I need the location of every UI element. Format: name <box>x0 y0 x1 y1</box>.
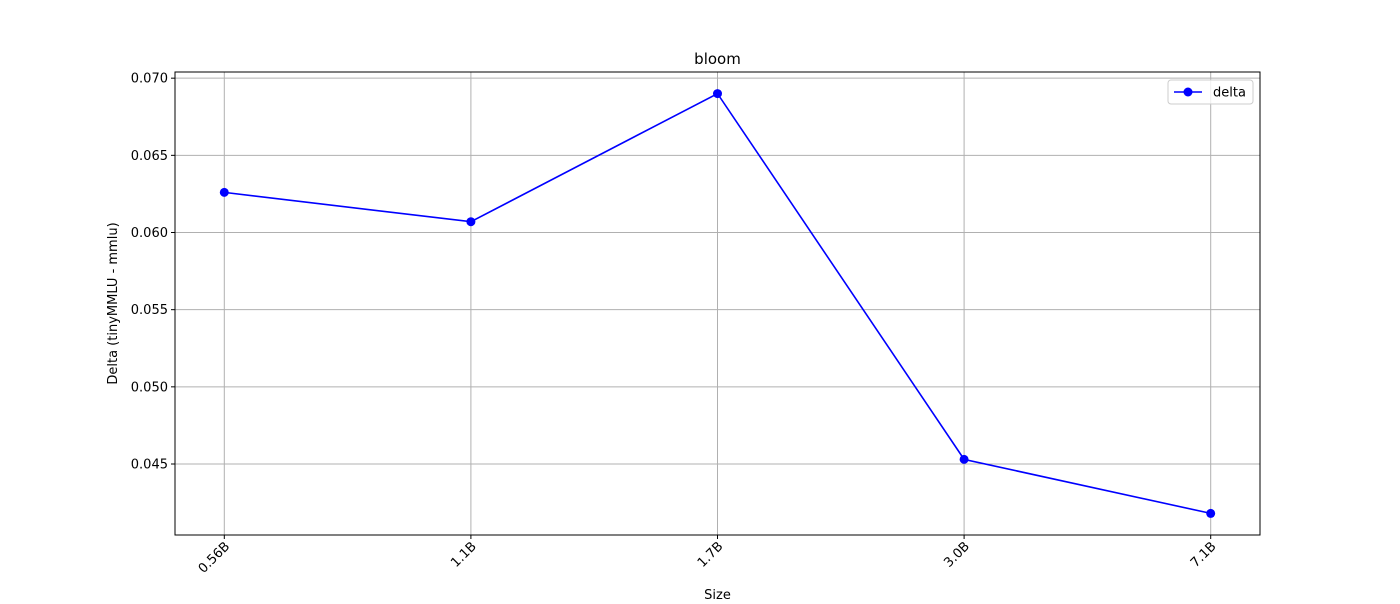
y-tick-label: 0.055 <box>131 303 168 318</box>
legend-frame <box>1167 79 1254 105</box>
legend-marker-swatch <box>1183 87 1193 97</box>
legend-label-delta: delta <box>1213 86 1246 101</box>
y-axis-ticks: 0.045 0.050 0.055 0.060 0.065 0.070 <box>131 72 175 473</box>
y-axis-label: Delta (tinyMMLU - mmlu) <box>106 222 121 384</box>
legend: delta <box>1167 79 1254 105</box>
y-tick-label: 0.050 <box>131 380 168 395</box>
x-tick-label: 0.56B <box>196 539 233 576</box>
y-tick-label: 0.070 <box>131 72 168 87</box>
y-tick-label: 0.045 <box>131 458 168 473</box>
x-axis-ticks: 0.56B 1.1B 1.7B 3.0B 7.1B <box>196 535 1220 577</box>
data-point-delta <box>1206 508 1216 518</box>
x-tick-label: 1.7B <box>695 539 727 571</box>
x-tick-label: 3.0B <box>941 539 973 571</box>
x-tick-label: 7.1B <box>1188 539 1220 571</box>
series-layer <box>219 89 1216 518</box>
y-tick-label: 0.060 <box>131 226 168 241</box>
data-point-delta <box>466 217 476 227</box>
y-tick-label: 0.065 <box>131 149 168 164</box>
x-axis-label: Size <box>704 588 731 600</box>
grid-layer <box>175 72 1260 535</box>
data-point-delta <box>959 454 969 464</box>
chart-title: bloom <box>694 50 741 68</box>
x-tick-label: 1.1B <box>448 539 480 571</box>
data-point-delta <box>219 187 229 197</box>
data-point-delta <box>713 89 722 99</box>
